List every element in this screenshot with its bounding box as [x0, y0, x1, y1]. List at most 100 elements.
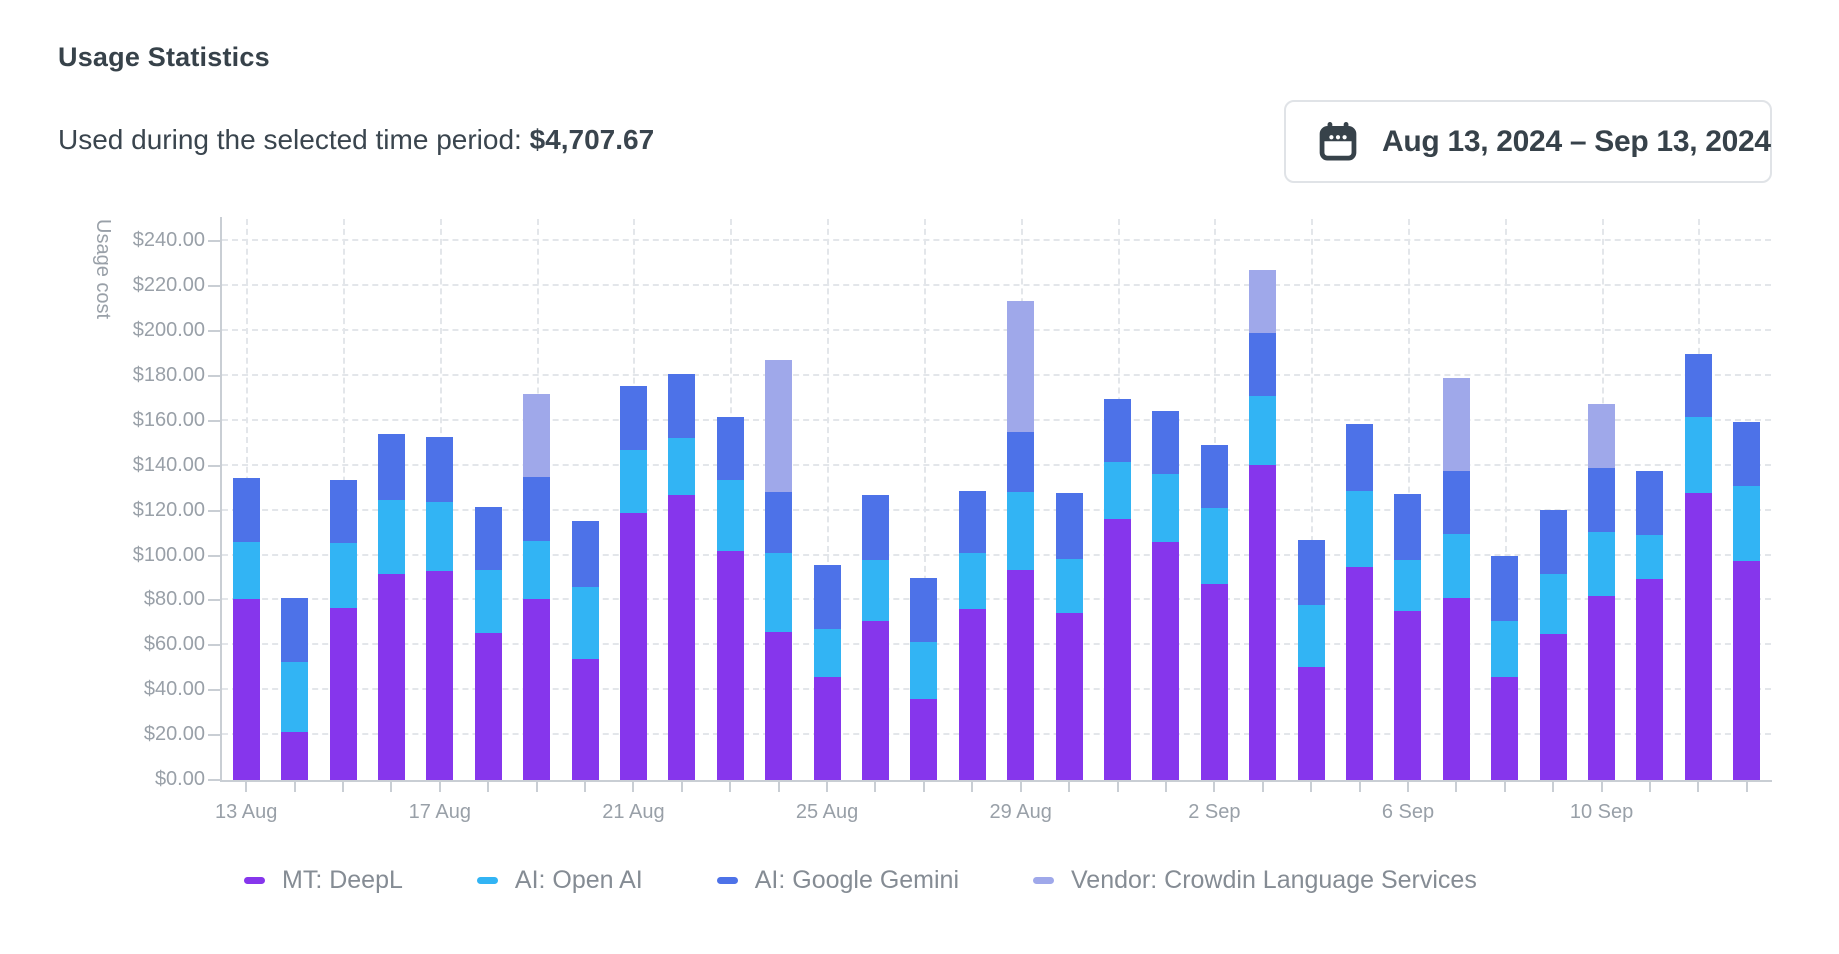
- bar-segment[interactable]: [668, 437, 696, 496]
- bar-segment[interactable]: [813, 564, 841, 629]
- bar-21-aug[interactable]: [619, 386, 647, 780]
- bar-segment[interactable]: [910, 578, 938, 642]
- bar-segment[interactable]: [1636, 535, 1664, 580]
- bar-11-sep[interactable]: [1636, 471, 1664, 780]
- bar-segment[interactable]: [426, 571, 454, 780]
- bar-segment[interactable]: [1152, 410, 1180, 474]
- bar-14-aug[interactable]: [281, 598, 309, 780]
- bar-segment[interactable]: [1588, 532, 1616, 596]
- bar-segment[interactable]: [1249, 464, 1277, 780]
- bar-segment[interactable]: [1733, 422, 1761, 487]
- bar-segment[interactable]: [329, 480, 357, 544]
- bar-segment[interactable]: [765, 631, 793, 780]
- bar-segment[interactable]: [571, 658, 599, 780]
- legend-item-vendor-crowdin-language-services[interactable]: Vendor: Crowdin Language Services: [1033, 866, 1477, 895]
- bar-segment[interactable]: [1539, 573, 1567, 635]
- bar-segment[interactable]: [1055, 612, 1083, 780]
- date-range-picker[interactable]: Aug 13, 2024 – Sep 13, 2024: [1284, 100, 1772, 183]
- bar-segment[interactable]: [1442, 471, 1470, 535]
- bar-segment[interactable]: [1491, 555, 1519, 621]
- bar-segment[interactable]: [1249, 396, 1277, 465]
- bar-segment[interactable]: [426, 501, 454, 572]
- legend-item-ai-google-gemini[interactable]: AI: Google Gemini: [716, 866, 959, 895]
- bar-28-aug[interactable]: [958, 490, 986, 780]
- bar-18-aug[interactable]: [474, 507, 502, 780]
- bar-segment[interactable]: [1491, 620, 1519, 677]
- bar-segment[interactable]: [958, 609, 986, 780]
- bar-segment[interactable]: [1733, 486, 1761, 562]
- bar-segment[interactable]: [813, 628, 841, 677]
- bar-12-sep[interactable]: [1684, 353, 1712, 780]
- bar-15-aug[interactable]: [329, 480, 357, 780]
- bar-segment[interactable]: [1394, 493, 1422, 561]
- bar-segment[interactable]: [1249, 333, 1277, 397]
- bar-segment[interactable]: [1491, 676, 1519, 780]
- bar-segment[interactable]: [281, 662, 309, 732]
- bar-4-sep[interactable]: [1297, 539, 1325, 780]
- bar-segment[interactable]: [1636, 579, 1664, 780]
- bar-segment[interactable]: [1636, 471, 1664, 536]
- bar-segment[interactable]: [1539, 509, 1567, 574]
- bar-segment[interactable]: [523, 599, 551, 780]
- bar-segment[interactable]: [716, 416, 744, 481]
- bar-segment[interactable]: [232, 478, 260, 543]
- bar-segment[interactable]: [765, 360, 793, 492]
- bar-8-sep[interactable]: [1491, 555, 1519, 780]
- bar-segment[interactable]: [1104, 462, 1132, 519]
- bar-segment[interactable]: [1394, 560, 1422, 611]
- bar-segment[interactable]: [377, 573, 405, 780]
- bar-segment[interactable]: [523, 477, 551, 542]
- bar-segment[interactable]: [1442, 378, 1470, 472]
- bar-segment[interactable]: [1007, 300, 1035, 433]
- bar-3-sep[interactable]: [1249, 269, 1277, 780]
- bar-segment[interactable]: [1442, 534, 1470, 599]
- bar-26-aug[interactable]: [861, 495, 889, 780]
- bar-segment[interactable]: [813, 676, 841, 780]
- bar-10-sep[interactable]: [1588, 404, 1616, 780]
- bar-segment[interactable]: [619, 450, 647, 513]
- bar-segment[interactable]: [1104, 398, 1132, 463]
- bar-segment[interactable]: [716, 551, 744, 780]
- bar-segment[interactable]: [1733, 561, 1761, 780]
- bar-segment[interactable]: [1104, 518, 1132, 780]
- bar-segment[interactable]: [1684, 492, 1712, 780]
- bar-segment[interactable]: [619, 386, 647, 451]
- bar-13-aug[interactable]: [232, 478, 260, 780]
- bar-24-aug[interactable]: [765, 360, 793, 780]
- bar-6-sep[interactable]: [1394, 493, 1422, 780]
- bar-segment[interactable]: [1200, 508, 1228, 584]
- bar-segment[interactable]: [1684, 416, 1712, 493]
- bar-segment[interactable]: [1588, 468, 1616, 533]
- bar-segment[interactable]: [1200, 444, 1228, 509]
- bar-segment[interactable]: [1297, 539, 1325, 605]
- bar-segment[interactable]: [1152, 473, 1180, 543]
- bar-2-sep[interactable]: [1200, 444, 1228, 780]
- bar-segment[interactable]: [426, 436, 454, 502]
- bar-27-aug[interactable]: [910, 578, 938, 780]
- legend-item-mt-deepl[interactable]: MT: DeepL: [244, 866, 403, 895]
- bar-segment[interactable]: [377, 499, 405, 574]
- bar-segment[interactable]: [958, 553, 986, 610]
- bar-segment[interactable]: [1007, 491, 1035, 571]
- bar-19-aug[interactable]: [523, 394, 551, 780]
- legend-item-ai-open-ai[interactable]: AI: Open AI: [476, 866, 643, 895]
- bar-segment[interactable]: [474, 507, 502, 571]
- bar-segment[interactable]: [1346, 566, 1374, 780]
- bar-5-sep[interactable]: [1346, 424, 1374, 780]
- bar-segment[interactable]: [281, 731, 309, 780]
- bar-segment[interactable]: [474, 570, 502, 634]
- bar-segment[interactable]: [1055, 492, 1083, 559]
- bar-segment[interactable]: [329, 608, 357, 780]
- bar-segment[interactable]: [716, 480, 744, 552]
- bar-20-aug[interactable]: [571, 520, 599, 780]
- bar-segment[interactable]: [958, 490, 986, 554]
- bar-segment[interactable]: [619, 512, 647, 780]
- bar-segment[interactable]: [1588, 404, 1616, 469]
- bar-31-aug[interactable]: [1104, 398, 1132, 780]
- bar-1-sep[interactable]: [1152, 410, 1180, 780]
- bar-segment[interactable]: [1055, 558, 1083, 613]
- bar-segment[interactable]: [1297, 604, 1325, 667]
- bar-segment[interactable]: [1200, 583, 1228, 780]
- bar-segment[interactable]: [571, 520, 599, 588]
- bar-segment[interactable]: [861, 495, 889, 561]
